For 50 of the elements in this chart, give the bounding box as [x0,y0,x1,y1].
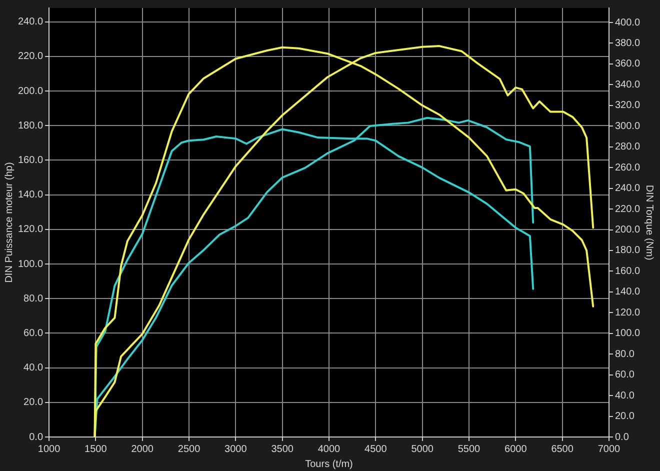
y-tick-label: 180.0 [18,120,44,132]
y-tick-label: 140.0 [18,190,44,201]
x-tick-label: 2000 [131,444,154,455]
x-tick-label: 2500 [178,444,201,455]
y-tick-label: 160.0 [18,154,44,166]
y2-tick-label: 160.0 [614,266,640,277]
y-tick-label: 100.0 [18,258,44,270]
y2-tick-label: 180.0 [614,245,640,256]
y-tick-label: 20.0 [24,397,44,408]
y2-tick-label: 300.0 [614,120,640,132]
y2-tick-label: 60.0 [614,370,635,381]
x-tick-label: 1500 [84,444,108,455]
y2-tick-label: 120.0 [614,307,640,318]
y2-tick-label: 200.0 [614,224,640,236]
y2-tick-label: 0.0 [614,432,630,443]
y2-tick-label: 380.0 [614,38,640,49]
x-tick-label: 6500 [551,444,574,455]
x-tick-label: 3000 [224,444,248,455]
y2-tick-label: 340.0 [614,79,640,90]
y2-tick-label: 360.0 [614,58,640,70]
y-tick-label: 200.0 [18,86,44,97]
y2-tick-label: 140.0 [614,286,640,298]
y2-tick-label: 220.0 [614,204,640,215]
x-tick-label: 1000 [38,444,61,455]
y2-tick-label: 400.0 [614,17,640,28]
y-tick-label: 220.0 [18,51,44,62]
y2-tick-label: 320.0 [614,100,640,112]
y-tick-label: 40.0 [24,362,44,374]
x-tick-label: 7000 [598,444,621,455]
y-tick-label: 60.0 [24,328,44,339]
y2-tick-label: 40.0 [614,390,635,402]
y2-axis-title: DIN Torque (Nm) [643,184,654,260]
x-tick-label: 4500 [364,444,388,455]
y2-tick-label: 240.0 [614,183,640,194]
x-tick-label: 3500 [271,444,294,455]
y2-tick-label: 260.0 [614,162,640,174]
x-tick-label: 4000 [318,444,341,455]
y2-tick-label: 20.0 [614,411,635,422]
y2-tick-label: 100.0 [614,328,640,340]
y2-tick-label: 280.0 [614,142,640,153]
y-tick-label: 120.0 [18,224,44,236]
x-tick-label: 5500 [458,444,481,455]
y-tick-label: 240.0 [18,16,44,28]
y-tick-label: 80.0 [24,293,44,304]
y2-tick-label: 80.0 [614,348,635,360]
x-tick-label: 5000 [411,444,434,455]
y-tick-label: 0.0 [29,432,44,443]
x-tick-label: 6000 [504,444,528,455]
x-axis-title: Tours (t/m) [305,458,353,470]
y-axis-title: DIN Puissance moteur (hp) [4,162,15,283]
